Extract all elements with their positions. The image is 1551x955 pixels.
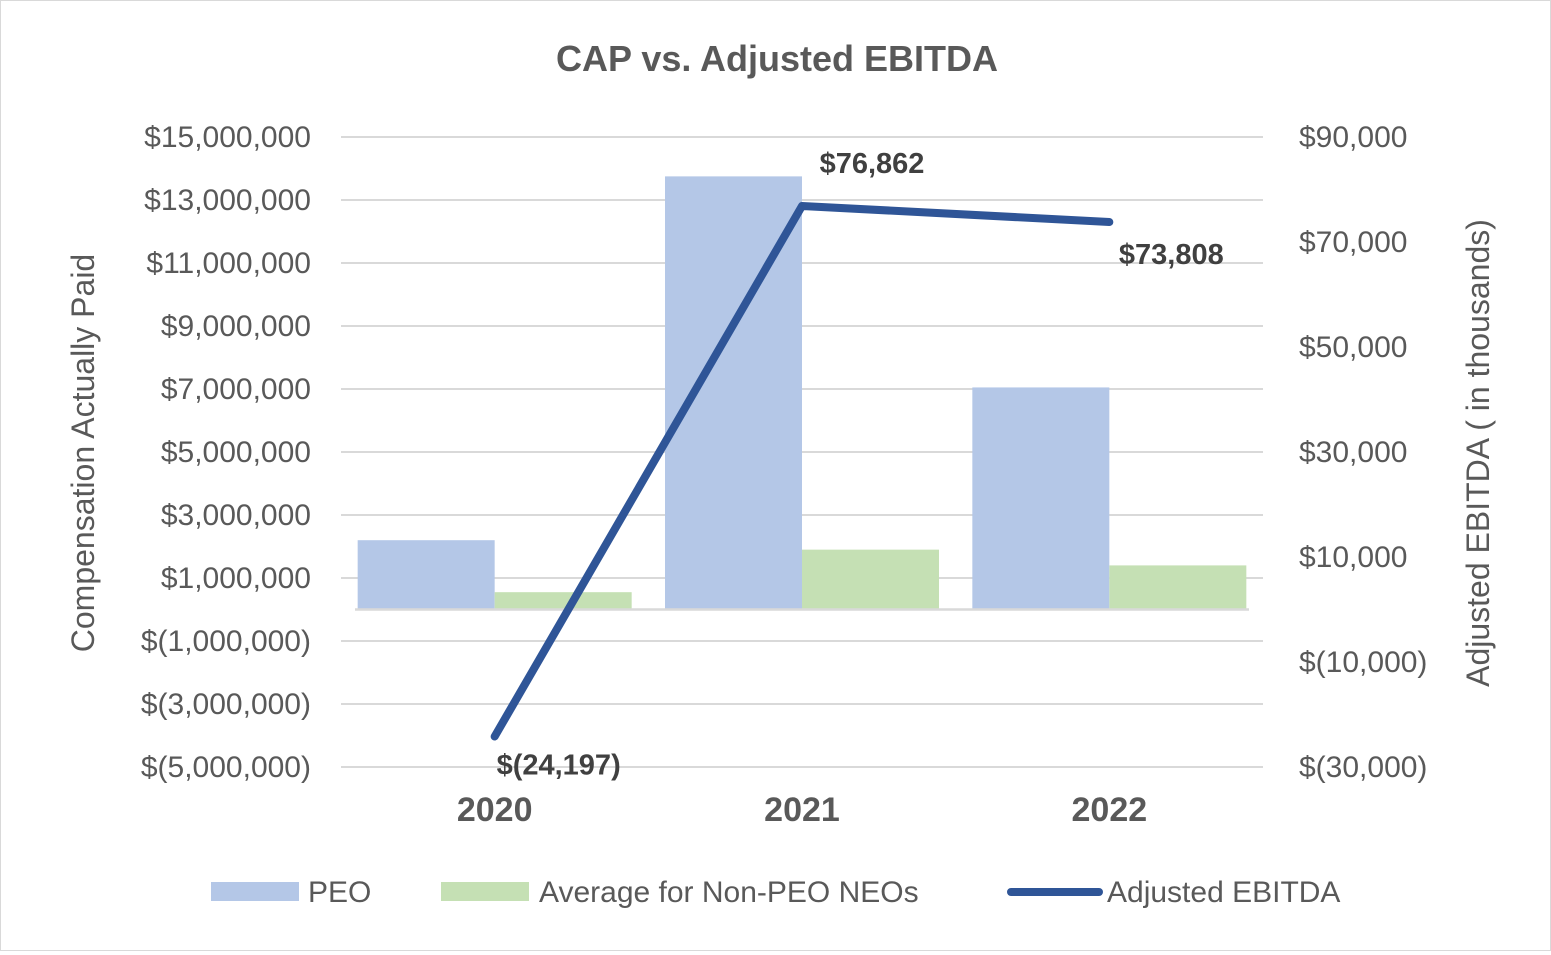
ytick-label-9: $(3,000,000): [141, 688, 311, 721]
ytick-label-2: $11,000,000: [146, 247, 311, 280]
y2tick-label-1: $70,000: [1299, 226, 1407, 259]
data-label-ebitda-2022: $73,808: [1119, 239, 1224, 271]
bar-non-peo-2021: [802, 549, 939, 610]
legend-swatch-peo: [211, 882, 299, 901]
ytick-label-7: $1,000,000: [161, 562, 311, 595]
bar-peo-2022: [972, 387, 1110, 610]
legend-label-peo: PEO: [308, 876, 371, 909]
data-label-ebitda-2021: $76,862: [820, 148, 925, 180]
chart-title: CAP vs. Adjusted EBITDA: [556, 38, 998, 79]
ytick-label-4: $7,000,000: [161, 373, 311, 406]
right-axis-ticks: $90,000 $70,000 $50,000 $30,000 $10,000 $(10,…: [1299, 121, 1427, 784]
ebitda-point-2021: [801, 204, 803, 207]
xtick-label-2021: 2021: [764, 791, 840, 829]
bar-non-peo-2020: [494, 592, 632, 610]
legend: PEO Average for Non-PEO NEOs Adjusted EB…: [211, 876, 1340, 909]
xtick-label-2022: 2022: [1072, 791, 1148, 829]
ytick-label-0: $15,000,000: [144, 121, 311, 154]
bars: [357, 176, 1247, 610]
legend-swatch-non-peo: [441, 882, 529, 901]
y2tick-label-0: $90,000: [1299, 121, 1407, 154]
left-axis-ticks: $15,000,000 $13,000,000 $11,000,000 $9,000,…: [141, 121, 311, 784]
x-axis-ticks: 2020 2021 2022: [457, 791, 1147, 829]
ebitda-point-2022: [1108, 221, 1111, 224]
y-axis-label: Compensation Actually Paid: [65, 254, 101, 652]
ytick-label-3: $9,000,000: [161, 310, 311, 343]
xtick-label-2020: 2020: [457, 791, 533, 829]
ytick-label-8: $(1,000,000): [141, 625, 311, 658]
ytick-label-10: $(5,000,000): [141, 751, 311, 784]
ytick-label-6: $3,000,000: [161, 499, 311, 532]
y2tick-label-4: $10,000: [1299, 541, 1407, 574]
y2tick-label-3: $30,000: [1299, 436, 1407, 469]
y2tick-label-2: $50,000: [1299, 331, 1407, 364]
legend-label-ebitda: Adjusted EBITDA: [1107, 876, 1340, 909]
ytick-label-1: $13,000,000: [144, 184, 311, 217]
bar-non-peo-2022: [1109, 565, 1247, 610]
data-labels: $(24,197) $76,862 $73,808: [497, 148, 1224, 782]
y2tick-label-6: $(30,000): [1299, 751, 1427, 784]
ebitda-line-layer: [490, 201, 1114, 741]
ytick-label-5: $5,000,000: [161, 436, 311, 469]
bar-peo-2020: [357, 540, 495, 610]
ebitda-point-2020: [493, 735, 496, 738]
data-label-ebitda-2020: $(24,197): [497, 750, 621, 782]
y2tick-label-5: $(10,000): [1299, 646, 1427, 679]
legend-label-non-peo: Average for Non-PEO NEOs: [539, 876, 919, 909]
y2-axis-label: Adjusted EBITDA ( in thousands): [1460, 219, 1496, 687]
